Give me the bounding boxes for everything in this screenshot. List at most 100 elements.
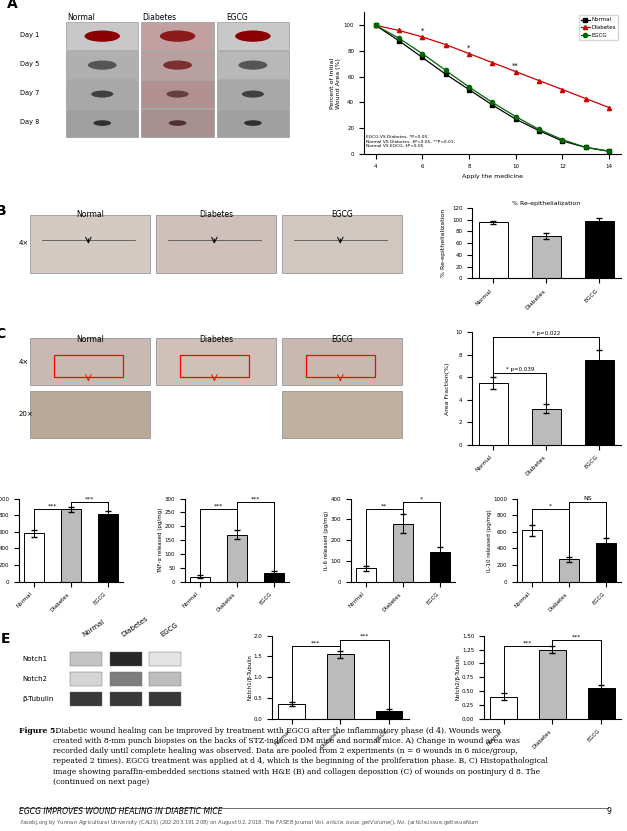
Normal (372, 20, 379, 30)
Text: C: C (0, 327, 6, 341)
Bar (585, 361, 614, 445)
Bar (376, 711, 403, 719)
Diabetes (395, 26, 403, 36)
Diabetes (559, 85, 566, 95)
Text: NS: NS (583, 496, 592, 501)
Bar (522, 530, 542, 582)
Text: Day 7: Day 7 (20, 91, 40, 96)
Text: 20×: 20× (19, 411, 34, 417)
Bar (532, 409, 561, 445)
Text: 4×: 4× (19, 358, 29, 365)
Bar (393, 524, 413, 582)
Bar (479, 383, 508, 445)
Y-axis label: IL-10 released (pg/mg): IL-10 released (pg/mg) (487, 509, 492, 572)
Bar (156, 338, 276, 385)
Normal (512, 114, 519, 124)
Bar (142, 52, 214, 79)
Bar (24, 534, 44, 582)
EGCG (395, 33, 403, 43)
Text: ***: *** (524, 640, 532, 645)
Bar (217, 52, 289, 79)
Normal (465, 85, 473, 95)
Bar (149, 672, 181, 686)
Normal (418, 52, 426, 62)
Bar (587, 688, 614, 719)
Text: *: * (421, 28, 424, 34)
Bar (61, 509, 81, 582)
Y-axis label: Area Fraction(%): Area Fraction(%) (445, 362, 450, 415)
Ellipse shape (242, 91, 264, 97)
Bar (217, 81, 289, 108)
Text: ***: *** (311, 640, 320, 645)
Bar (278, 704, 305, 719)
Text: *: * (467, 45, 471, 51)
EGCG (418, 48, 426, 58)
Text: EGCG: EGCG (226, 13, 248, 22)
Bar (282, 391, 402, 438)
Diabetes (605, 102, 613, 112)
Bar (110, 652, 142, 666)
Text: Diabetes: Diabetes (199, 335, 233, 344)
Text: ***: *** (214, 504, 223, 509)
Y-axis label: Notch2/β-Tubulin: Notch2/β-Tubulin (456, 654, 461, 701)
Y-axis label: % Re-epithelialization: % Re-epithelialization (441, 209, 446, 278)
Bar (66, 52, 139, 79)
Bar (596, 543, 616, 582)
Normal (559, 136, 566, 146)
Ellipse shape (85, 31, 120, 42)
EGCG (488, 97, 496, 107)
Ellipse shape (160, 31, 195, 42)
Normal (535, 125, 543, 135)
Ellipse shape (167, 91, 189, 97)
Text: Day 5: Day 5 (20, 61, 40, 67)
Normal (488, 100, 496, 110)
Diabetes (418, 32, 426, 42)
Y-axis label: Notch1/β-Tubulin: Notch1/β-Tubulin (247, 654, 252, 701)
Text: B: B (0, 204, 6, 219)
Text: Diabetes: Diabetes (199, 210, 233, 219)
Y-axis label: IL-6 released (pg/mg): IL-6 released (pg/mg) (324, 510, 329, 570)
EGCG (512, 111, 519, 121)
Bar (356, 568, 376, 582)
Text: 4×: 4× (19, 240, 29, 246)
Text: *: * (549, 504, 552, 509)
Text: A: A (7, 0, 18, 11)
Bar (142, 81, 214, 108)
Ellipse shape (91, 91, 113, 97)
Bar (585, 221, 614, 278)
Text: **: ** (381, 504, 387, 509)
Text: ***: *** (251, 496, 260, 501)
Text: *: * (419, 496, 423, 501)
Bar (156, 215, 276, 273)
Normal (582, 142, 589, 152)
Bar (110, 692, 142, 706)
Ellipse shape (235, 31, 271, 42)
Line: Diabetes: Diabetes (374, 23, 611, 110)
Text: * p=0.022: * p=0.022 (532, 332, 561, 337)
Bar (30, 338, 150, 385)
Text: Diabetes: Diabetes (142, 13, 176, 22)
Text: Figure 5.: Figure 5. (19, 727, 58, 735)
EGCG (372, 20, 379, 30)
EGCG (535, 125, 543, 135)
Text: EGCG IMPROVES WOUND HEALING IN DIABETIC MICE: EGCG IMPROVES WOUND HEALING IN DIABETIC … (19, 807, 223, 816)
Bar (30, 215, 150, 273)
Normal (395, 36, 403, 46)
Text: EGCG: EGCG (331, 335, 353, 344)
Bar (217, 22, 289, 50)
Bar (30, 391, 150, 438)
Text: * p=0.039: * p=0.039 (506, 367, 534, 372)
Text: Normal: Normal (76, 335, 104, 344)
Diabetes (535, 76, 543, 86)
Diabetes (488, 57, 496, 67)
Bar (70, 672, 102, 686)
Text: ***: *** (360, 634, 369, 639)
Bar (66, 81, 139, 108)
Bar (282, 338, 402, 385)
Title: % Re-epithelialization: % Re-epithelialization (512, 201, 581, 206)
Bar (532, 236, 561, 278)
Y-axis label: TNF-α released (pg/mg): TNF-α released (pg/mg) (158, 508, 163, 573)
Ellipse shape (238, 61, 267, 70)
Ellipse shape (163, 61, 192, 70)
Bar (66, 110, 139, 137)
